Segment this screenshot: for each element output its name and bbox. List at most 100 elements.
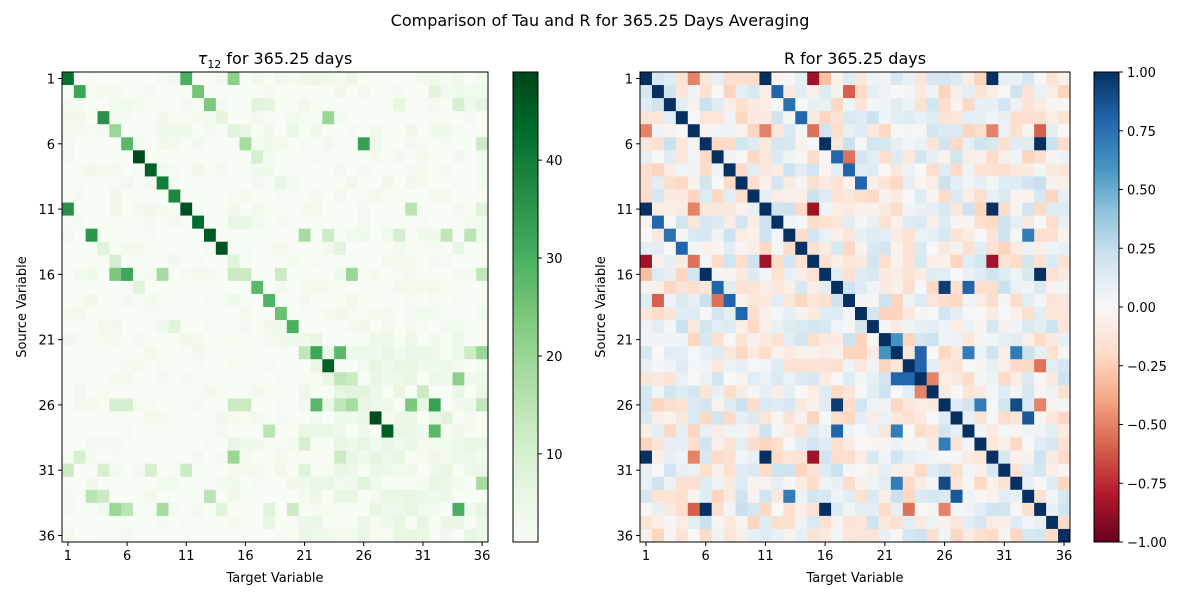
heatmap-cell xyxy=(687,241,701,256)
heatmap-cell xyxy=(1046,333,1059,347)
heatmap-cell xyxy=(1022,307,1035,321)
heatmap-cell xyxy=(723,189,736,203)
heatmap-cell xyxy=(286,85,299,99)
r-colorbar-ticks: 1.000.750.500.250.00−0.25−0.50−0.75−1.00 xyxy=(1119,66,1167,551)
heatmap-cell xyxy=(1010,98,1023,112)
heatmap-cell xyxy=(687,463,701,478)
heatmap-cell xyxy=(109,254,122,269)
heatmap-cell xyxy=(357,176,370,190)
heatmap-cell xyxy=(1058,280,1071,295)
heatmap-cell xyxy=(819,215,832,229)
heatmap-cell xyxy=(962,85,975,99)
heatmap-cell xyxy=(783,72,796,86)
heatmap-cell xyxy=(440,72,453,86)
heatmap-cell xyxy=(938,333,951,347)
heatmap-cell xyxy=(1022,463,1035,478)
heatmap-cell xyxy=(926,241,939,256)
heatmap-cell xyxy=(998,333,1011,347)
heatmap-cell xyxy=(85,176,98,190)
heatmap-cell xyxy=(843,228,856,243)
heatmap-cell xyxy=(926,124,939,138)
heatmap-cell xyxy=(121,385,134,399)
heatmap-cell xyxy=(747,333,760,347)
heatmap-cell xyxy=(675,385,689,399)
heatmap-cell xyxy=(747,85,760,99)
heatmap-cell xyxy=(1034,463,1047,478)
heatmap-cell xyxy=(1046,228,1059,243)
heatmap-cell xyxy=(322,463,335,478)
heatmap-cell xyxy=(723,515,736,530)
heatmap-cell xyxy=(334,476,347,491)
heatmap-cell xyxy=(1046,372,1059,386)
heatmap-cell xyxy=(168,293,181,308)
heatmap-cell xyxy=(1034,215,1047,229)
heatmap-cell xyxy=(298,189,311,203)
heatmap-cell xyxy=(998,346,1011,360)
heatmap-cell xyxy=(428,293,441,308)
heatmap-cell xyxy=(251,293,264,308)
heatmap-cell xyxy=(476,359,489,373)
heatmap-cell xyxy=(180,111,193,125)
heatmap-cell xyxy=(156,85,169,99)
heatmap-cell xyxy=(890,189,904,203)
heatmap-cell xyxy=(109,137,122,151)
heatmap-cell xyxy=(735,307,748,321)
heatmap-cell xyxy=(914,385,927,399)
heatmap-cell xyxy=(1022,346,1035,360)
heatmap-cell xyxy=(866,150,880,164)
heatmap-cell xyxy=(192,72,205,86)
figure-suptitle: Comparison of Tau and R for 365.25 Days … xyxy=(391,11,810,30)
heatmap-cell xyxy=(1058,137,1071,151)
heatmap-cell xyxy=(902,85,916,99)
heatmap-cell xyxy=(393,85,406,99)
heatmap-cell xyxy=(251,333,264,347)
heatmap-cell xyxy=(795,72,808,86)
heatmap-cell xyxy=(346,150,359,164)
heatmap-cell xyxy=(843,411,856,425)
heatmap-cell xyxy=(890,111,904,125)
heatmap-cell xyxy=(795,424,808,438)
heatmap-cell xyxy=(914,502,927,517)
heatmap-cell xyxy=(180,254,193,269)
heatmap-cell xyxy=(464,463,477,478)
heatmap-cell xyxy=(831,254,844,269)
heatmap-cell xyxy=(866,398,880,412)
heatmap-cell xyxy=(168,98,181,112)
heatmap-cell xyxy=(723,476,736,491)
heatmap-cell xyxy=(759,463,772,478)
heatmap-cell xyxy=(675,346,689,360)
heatmap-cell xyxy=(819,320,832,334)
heatmap-cell xyxy=(1022,411,1035,425)
heatmap-cell xyxy=(73,489,86,504)
x-tick-label: 6 xyxy=(702,549,710,564)
heatmap-cell xyxy=(663,241,677,256)
heatmap-cell xyxy=(914,437,927,451)
heatmap-cell xyxy=(843,320,856,334)
heatmap-cell xyxy=(85,202,98,216)
heatmap-cell xyxy=(440,267,453,282)
heatmap-cell xyxy=(381,463,394,478)
heatmap-cell xyxy=(464,346,477,360)
heatmap-cell xyxy=(878,450,892,464)
heatmap-cell xyxy=(974,346,987,360)
heatmap-cell xyxy=(866,124,880,138)
heatmap-cell xyxy=(204,72,217,86)
heatmap-cell xyxy=(215,228,228,243)
heatmap-cell xyxy=(819,333,832,347)
heatmap-cell xyxy=(476,411,489,425)
heatmap-cell xyxy=(476,293,489,308)
heatmap-cell xyxy=(405,528,418,543)
heatmap-cell xyxy=(85,124,98,138)
heatmap-cell xyxy=(878,85,892,99)
heatmap-cell xyxy=(819,280,832,295)
heatmap-cell xyxy=(180,450,193,464)
heatmap-cell xyxy=(180,72,193,86)
heatmap-cell xyxy=(878,437,892,451)
heatmap-cell xyxy=(405,85,418,99)
heatmap-cell xyxy=(759,280,772,295)
heatmap-cell xyxy=(192,176,205,190)
heatmap-cell xyxy=(180,476,193,491)
heatmap-cell xyxy=(251,163,264,177)
heatmap-cell xyxy=(322,372,335,386)
heatmap-cell xyxy=(1046,346,1059,360)
